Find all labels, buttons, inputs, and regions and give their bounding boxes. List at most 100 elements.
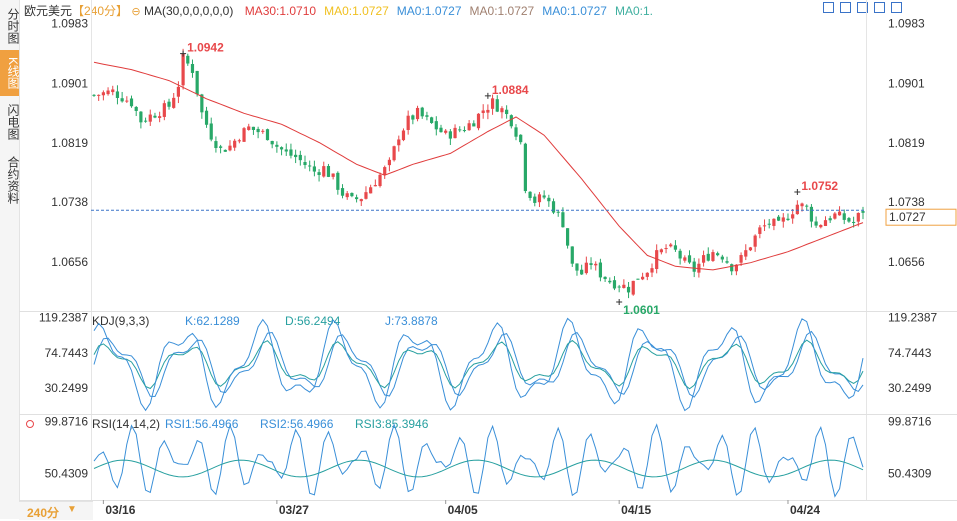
candle-body <box>200 94 204 113</box>
zoom-in-icon[interactable] <box>823 2 834 13</box>
candle-45 <box>303 155 307 169</box>
candle-body <box>275 144 279 147</box>
rsi-legend-RSI1: RSI1:56.4966 <box>165 417 239 431</box>
ma-value-0: MA30:1.0710 <box>244 4 317 18</box>
candle-86 <box>495 95 499 113</box>
candle-body <box>608 280 612 283</box>
candle-54 <box>345 190 349 200</box>
candle-75 <box>444 129 448 135</box>
x-axis-border <box>19 500 957 501</box>
candle-body <box>650 268 654 273</box>
candle-16 <box>167 98 171 110</box>
candle-body <box>533 196 537 203</box>
candle-body <box>425 115 429 117</box>
candle-27 <box>219 144 223 154</box>
kdj-legend-J: J:73.8878 <box>385 314 438 328</box>
candle-body <box>120 98 124 102</box>
candle-body <box>617 286 621 288</box>
annotation-label-2: 1.0601 <box>623 303 660 317</box>
candle-133 <box>716 251 720 257</box>
tab-timeshare[interactable]: 分时图 <box>6 8 20 44</box>
candle-59 <box>369 184 373 194</box>
candle-128 <box>692 257 696 278</box>
candle-116 <box>636 278 640 280</box>
candle-body <box>476 113 481 129</box>
candle-76 <box>448 129 452 146</box>
candle-57 <box>359 198 363 207</box>
candle-body <box>397 139 401 146</box>
kdj-tick-right-0: 119.2387 <box>888 311 937 325</box>
tab-kline[interactable]: K线图 <box>0 50 20 96</box>
candle-92 <box>523 142 527 194</box>
candle-67 <box>406 110 410 135</box>
candle-body <box>730 264 734 272</box>
candle-body <box>720 256 724 260</box>
settings-icon[interactable]: ⊖ <box>131 6 141 18</box>
candle-body <box>354 197 359 200</box>
candle-body <box>247 126 251 130</box>
kdj-tick-left-1: 74.7443 <box>45 346 89 360</box>
candle-body <box>383 167 387 175</box>
candle-body <box>486 109 490 113</box>
candle-body <box>594 263 598 266</box>
candle-body <box>701 255 706 263</box>
last-price-label: 1.0727 <box>889 210 926 224</box>
candle-body <box>326 165 331 177</box>
candle-7 <box>125 96 129 103</box>
candle-body <box>195 70 199 95</box>
tab-flash[interactable]: 闪电图 <box>6 104 20 140</box>
candle-body <box>228 145 232 151</box>
y-tick-right-1: 1.0901 <box>888 76 925 90</box>
candle-148 <box>786 213 790 221</box>
candle-body <box>223 149 227 152</box>
candle-110 <box>608 277 612 284</box>
candle-36 <box>261 129 265 134</box>
candle-52 <box>336 171 340 195</box>
candle-106 <box>589 257 593 270</box>
candle-body <box>856 212 860 222</box>
zoom-out-icon[interactable] <box>840 2 851 13</box>
candle-138 <box>739 252 743 266</box>
period-selector: 240分 ▼ <box>19 501 93 520</box>
candle-body <box>758 227 762 234</box>
candle-body <box>472 123 476 127</box>
kdj-tick-left-0: 119.2387 <box>39 311 88 325</box>
candle-body <box>115 91 120 98</box>
candle-74 <box>439 124 443 133</box>
rsi-legend-RSI2: RSI2:56.4966 <box>260 417 334 431</box>
x-tick-label-3: 04/15 <box>621 503 651 517</box>
candle-119 <box>650 263 654 278</box>
candle-body <box>373 185 377 187</box>
candle-body <box>294 154 298 158</box>
candle-body <box>800 203 804 207</box>
tab-contract-info[interactable]: 合约资料 <box>6 156 20 204</box>
candle-body <box>219 146 223 148</box>
candle-body <box>762 225 767 227</box>
fit-icon[interactable] <box>857 2 868 13</box>
candle-body <box>378 174 382 187</box>
candle-47 <box>312 160 316 177</box>
candle-body <box>298 154 302 161</box>
candle-38 <box>270 140 274 149</box>
candle-99 <box>556 210 560 217</box>
candle-body <box>467 123 471 131</box>
candle-114 <box>626 282 631 299</box>
caret-down-icon[interactable]: ▼ <box>67 504 77 515</box>
candle-65 <box>397 135 401 152</box>
candle-11 <box>143 117 148 123</box>
fullscreen-icon[interactable] <box>874 2 885 13</box>
candle-134 <box>720 254 724 263</box>
candle-body <box>514 127 518 137</box>
candle-body <box>92 94 96 96</box>
candle-48 <box>317 169 321 182</box>
candle-28 <box>223 149 227 152</box>
grid-icon[interactable] <box>891 2 902 13</box>
candle-body <box>716 253 720 256</box>
candle-body <box>739 255 743 263</box>
candle-32 <box>242 127 246 142</box>
rsi-settings-icon <box>26 420 34 428</box>
candle-body <box>387 159 392 166</box>
period-button[interactable]: 240分 <box>27 506 60 520</box>
kdj-tick-right-2: 30.2499 <box>888 381 932 395</box>
